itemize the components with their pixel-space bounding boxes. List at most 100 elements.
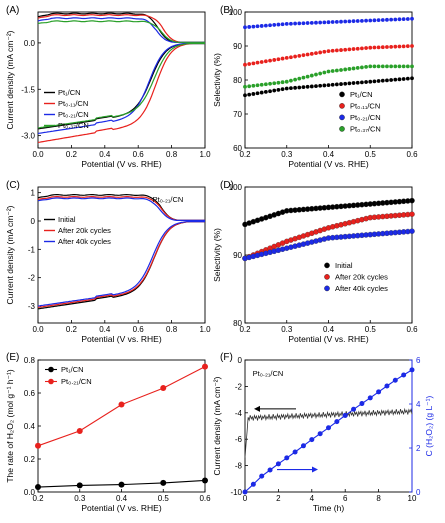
legend-label: Pt₁/CN [350,90,373,99]
selectivity-point [247,84,252,89]
legend-marker [339,91,345,98]
selectivity-point [368,79,373,84]
x-tick-label: 0.0 [32,150,44,159]
y-tick-label: 90 [233,42,242,51]
selectivity-point [389,17,394,22]
selectivity-point [318,50,323,55]
selectivity-point [385,64,389,69]
selectivity-point [289,21,293,26]
concentration-point [300,443,306,449]
selectivity-point [314,72,318,77]
selectivity-point [326,69,331,74]
selectivity-point [255,60,260,65]
selectivity-point [389,44,394,49]
selectivity-point [322,49,327,54]
x-tick-label: 0.2 [239,325,251,334]
selectivity-point [360,18,364,23]
selectivity-point [318,71,323,76]
selectivity-point [330,20,335,24]
left-axis-arrowhead [254,405,260,412]
selectivity-point [259,60,264,64]
y-tick-label: 0.8 [24,356,36,365]
y-tick-label: 70 [233,110,242,119]
x-tick-label: 0.4 [323,325,335,334]
selectivity-point [334,19,339,24]
x-tick-label: 0.8 [166,325,178,334]
selectivity-point [309,51,314,56]
x-tick-label: 0 [243,494,248,503]
concentration-point [309,437,315,443]
legend-label: Pt₀.₁₁/CN [350,102,380,111]
selectivity-point [280,80,285,85]
selectivity-point [251,83,256,88]
legend-label: After 20k cycles [335,273,388,282]
x-tick-label: 0.2 [66,150,78,159]
x-axis-label: Potential (V vs. RHE) [288,159,368,169]
concentration-point [284,455,290,461]
legend-label: After 40k cycles [58,237,111,246]
selectivity-point [410,16,414,21]
x-axis-label: Potential (V vs. RHE) [288,334,368,344]
panel-label: (E) [6,352,19,363]
selectivity-point [347,67,352,71]
selectivity-point [385,78,389,83]
selectivity-point [263,23,268,28]
selectivity-point [247,25,252,29]
rate-point [118,401,125,408]
selectivity-point [380,18,385,22]
current-trace [244,407,413,458]
selectivity-point [360,80,364,85]
selectivity-point [397,44,402,49]
legend-marker [339,114,345,121]
selectivity-point [314,20,318,25]
selectivity-point [263,90,268,94]
concentration-point [334,419,340,425]
selectivity-point [364,65,368,69]
concentration-point [376,389,382,395]
selectivity-point [272,88,277,93]
panel-label: (F) [220,352,233,363]
y-tick-label: -1.5 [21,85,35,94]
selectivity-point [380,64,385,69]
x-tick-label: 0.0 [32,325,44,334]
selectivity-point [351,66,356,71]
selectivity-point [376,64,381,69]
y-axis-label: Selectivity (%) [212,228,222,282]
selectivity-point [397,64,402,69]
y-tick-label: 100 [229,8,243,17]
y-tick-label: -10 [230,488,242,497]
x-tick-label: 0.6 [199,494,211,503]
selectivity-point [343,81,348,86]
selectivity-point [405,17,410,21]
selectivity-point [318,20,323,25]
y-tick-label: 0 [31,217,36,226]
selectivity-point [326,20,331,25]
selectivity-point [284,22,289,26]
selectivity-point [339,48,343,52]
concentration-point [242,489,248,495]
selectivity-point [247,62,252,66]
rate-point [118,481,125,488]
x-tick-label: 0.6 [133,150,145,159]
selectivity-point [376,79,381,83]
rate-point [76,482,83,489]
legend-marker [48,378,54,385]
concentration-point [409,367,415,373]
legend-label: After 40k cycles [335,284,388,293]
selectivity-point [322,83,327,88]
selectivity-point [297,85,302,90]
selectivity-point [301,85,306,90]
selectivity-point [293,54,297,59]
selectivity-point [330,69,335,73]
selectivity-point [289,86,293,91]
selectivity-point [314,84,318,89]
selectivity-point [409,211,415,217]
selectivity-point [309,20,314,25]
rate-point [160,385,167,392]
selectivity-point [255,24,260,29]
selectivity-point [343,47,348,52]
x-tick-label: 0.2 [32,494,44,503]
legend-label: Pt₀.₂₁/CN [350,113,381,122]
y-tick-label: 100 [229,183,243,192]
selectivity-point [272,81,277,86]
